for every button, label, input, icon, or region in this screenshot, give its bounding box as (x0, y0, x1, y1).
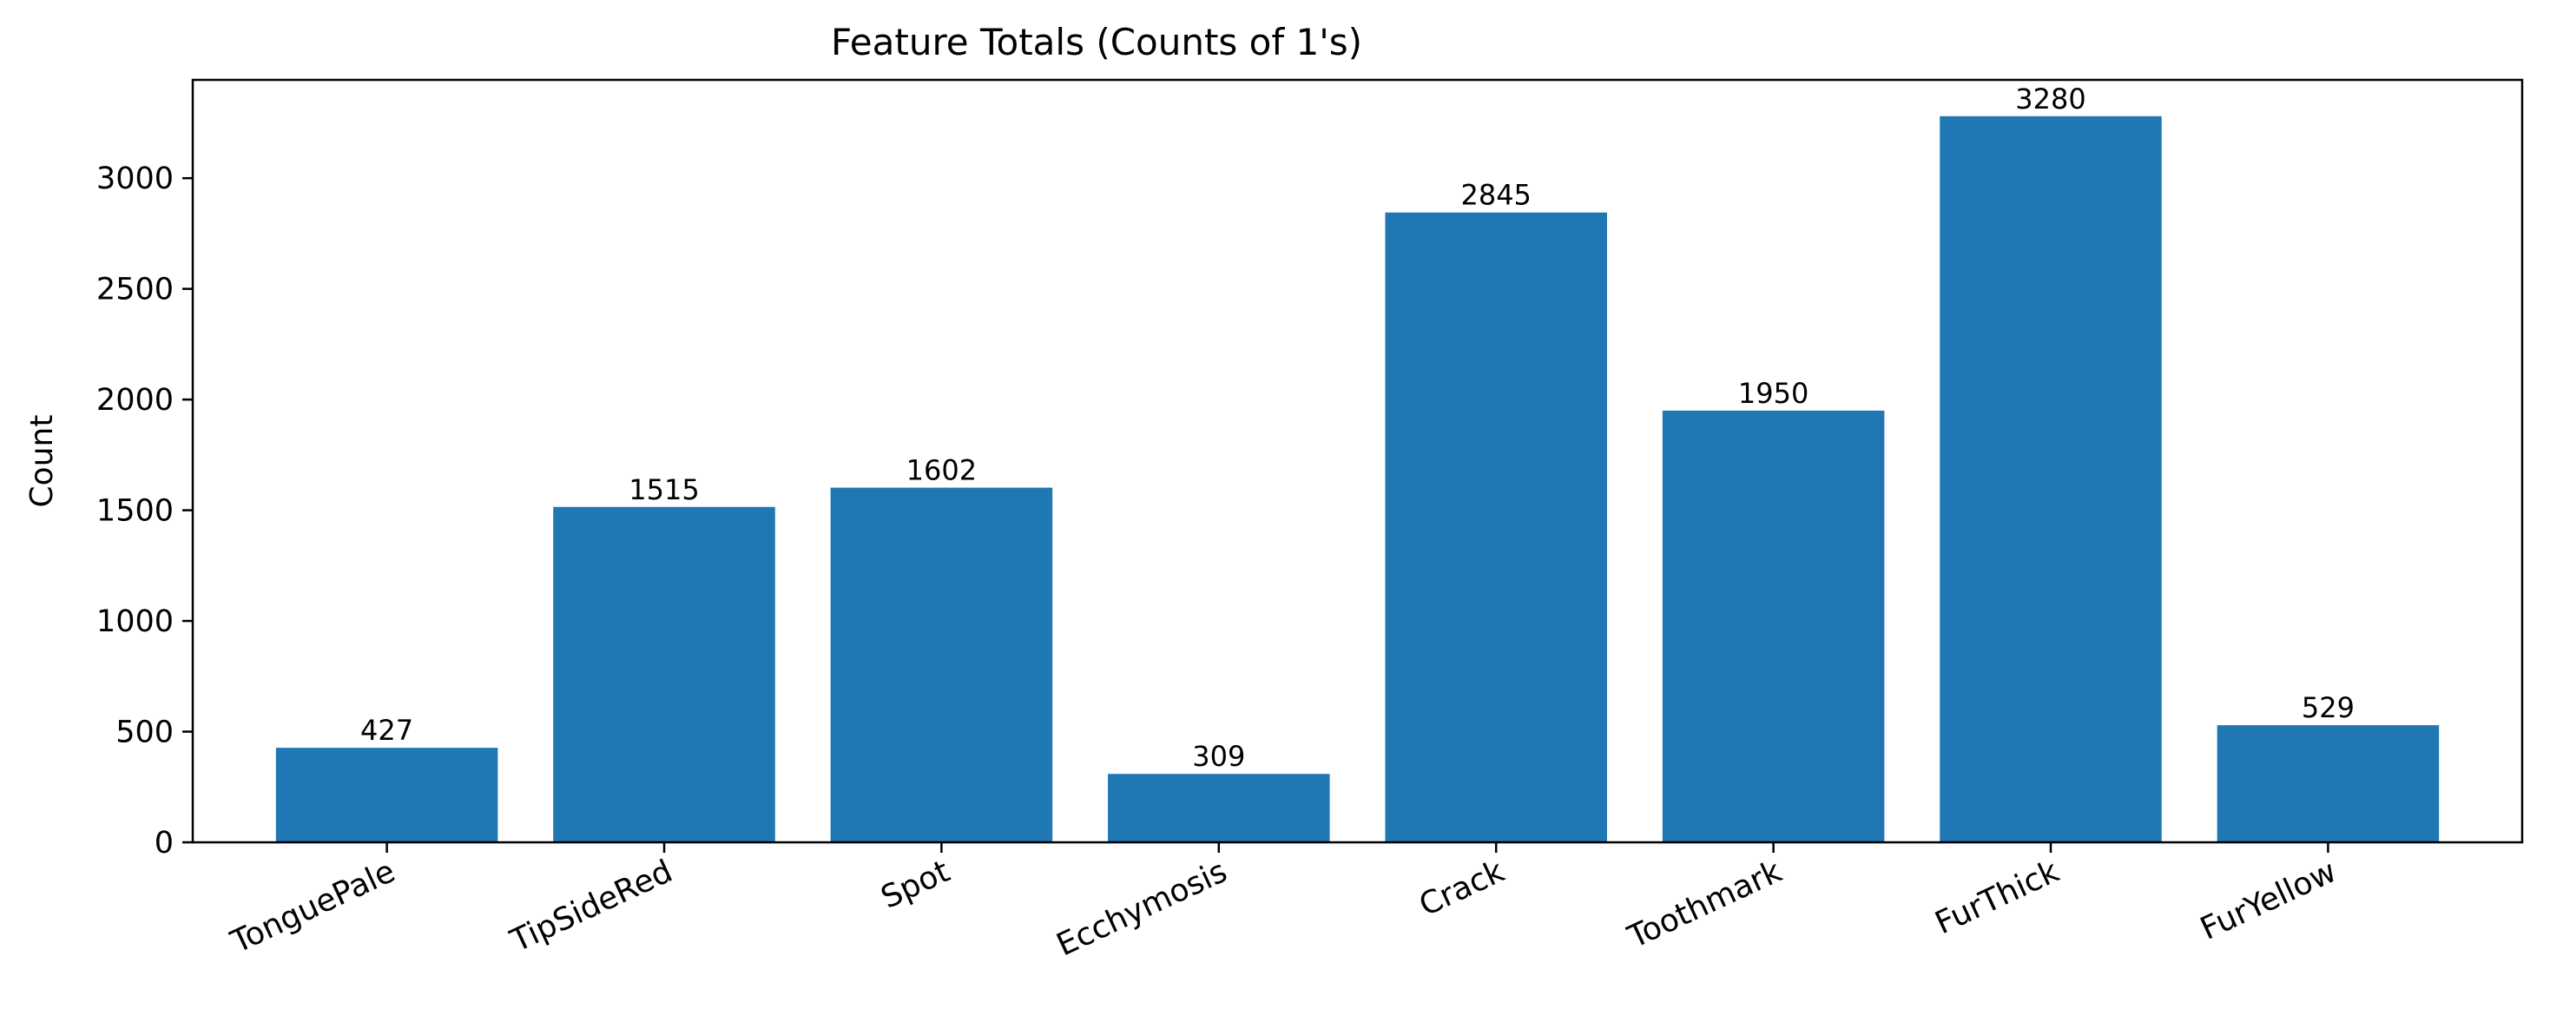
bar-value-label: 1515 (629, 473, 699, 506)
y-tick-label: 500 (115, 716, 174, 750)
bar-tonguepale (275, 748, 498, 842)
y-tick-label: 0 (155, 826, 174, 861)
bar-furyellow (2217, 725, 2440, 842)
x-tick-label: TipSideRed (504, 854, 677, 960)
bar-spot (830, 487, 1053, 842)
bar-furthick (1940, 115, 2162, 843)
bar-value-label: 529 (2302, 691, 2355, 724)
y-tick-label: 2500 (96, 273, 174, 307)
x-tick-label: TonguePale (225, 854, 400, 960)
x-tick-label: Spot (876, 854, 956, 916)
bar-labels-group: 427 1515 1602 309 2845 1950 3280 529 (360, 82, 2355, 773)
chart-title: Feature Totals (Counts of 1's) (831, 21, 1362, 63)
bar-toothmark (1662, 410, 1885, 842)
x-axis-ticks: TonguePale TipSideRed Spot Ecchymosis Crack T… (225, 842, 2342, 963)
bar-value-label: 1602 (906, 454, 977, 487)
bar-crack (1385, 212, 1607, 843)
x-tick-label: Toothmark (1622, 854, 1787, 956)
bars-group (275, 115, 2440, 843)
y-axis-label: Count (24, 415, 60, 508)
x-tick-label: FurThick (1930, 854, 2065, 941)
x-tick-label: FurYellow (2195, 854, 2342, 947)
y-axis-ticks: 0 500 1000 1500 2000 2500 3000 (96, 162, 193, 861)
bar-ecchymosis (1108, 774, 1330, 842)
bar-value-label: 1950 (1738, 377, 1808, 410)
bar-tipsidered (553, 506, 775, 842)
y-tick-label: 1500 (96, 494, 174, 529)
x-tick-label: Crack (1414, 854, 1510, 924)
bar-value-label: 309 (1192, 740, 1245, 773)
y-tick-label: 3000 (96, 162, 174, 196)
bar-value-label: 3280 (2015, 82, 2085, 115)
plot-frame (191, 78, 2524, 844)
bar-value-label: 427 (360, 714, 413, 747)
bar-value-label: 2845 (1460, 179, 1531, 212)
x-tick-label: Ecchymosis (1051, 854, 1233, 963)
y-tick-label: 1000 (96, 604, 174, 639)
y-tick-label: 2000 (96, 383, 174, 418)
